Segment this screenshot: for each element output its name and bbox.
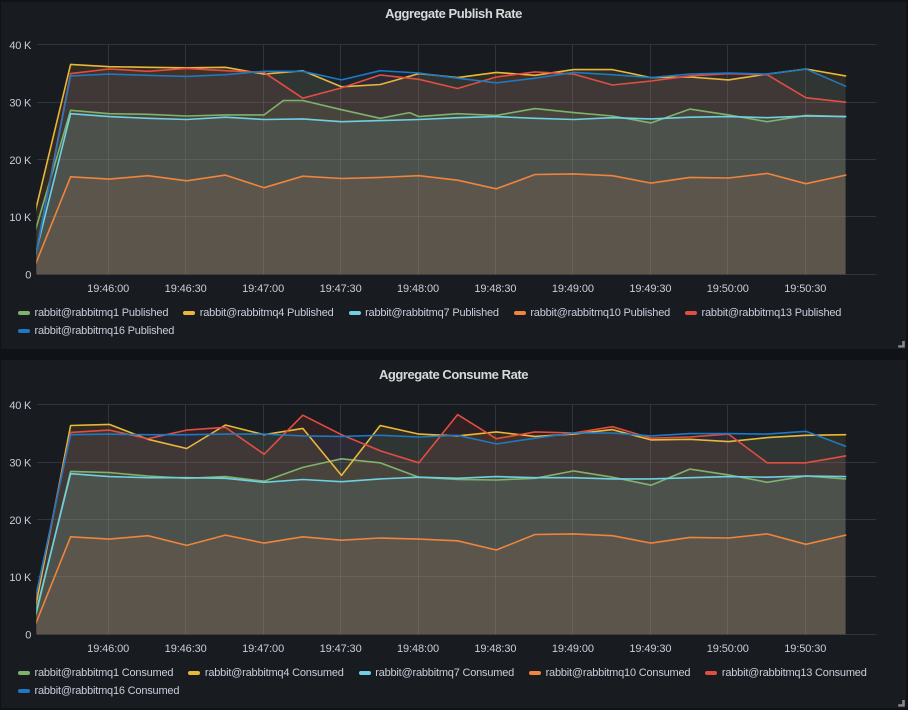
svg-text:19:50:00: 19:50:00 — [707, 643, 749, 655]
svg-text:19:46:30: 19:46:30 — [165, 283, 207, 295]
svg-text:19:47:00: 19:47:00 — [242, 643, 284, 655]
svg-text:19:49:30: 19:49:30 — [629, 643, 671, 655]
svg-text:20 K: 20 K — [9, 515, 32, 527]
svg-text:20 K: 20 K — [9, 155, 32, 167]
svg-text:19:50:30: 19:50:30 — [784, 283, 826, 295]
svg-text:0: 0 — [25, 630, 31, 642]
svg-text:19:48:00: 19:48:00 — [397, 643, 439, 655]
svg-text:30 K: 30 K — [9, 457, 32, 469]
svg-text:19:49:30: 19:49:30 — [629, 283, 671, 295]
svg-text:10 K: 10 K — [9, 212, 32, 224]
svg-text:19:48:30: 19:48:30 — [474, 643, 516, 655]
svg-text:19:49:00: 19:49:00 — [552, 643, 594, 655]
svg-text:40 K: 40 K — [9, 400, 32, 412]
svg-text:19:48:00: 19:48:00 — [397, 283, 439, 295]
svg-text:19:50:30: 19:50:30 — [784, 643, 826, 655]
svg-text:0: 0 — [25, 270, 31, 282]
svg-text:19:48:30: 19:48:30 — [474, 283, 516, 295]
svg-text:19:46:00: 19:46:00 — [87, 283, 129, 295]
svg-text:10 K: 10 K — [9, 572, 32, 584]
svg-text:30 K: 30 K — [9, 98, 32, 110]
svg-text:19:46:00: 19:46:00 — [87, 643, 129, 655]
svg-text:40 K: 40 K — [9, 40, 32, 52]
svg-text:19:47:30: 19:47:30 — [320, 643, 362, 655]
svg-text:19:47:30: 19:47:30 — [320, 283, 362, 295]
svg-text:19:49:00: 19:49:00 — [552, 283, 594, 295]
svg-text:19:46:30: 19:46:30 — [165, 643, 207, 655]
svg-text:19:47:00: 19:47:00 — [242, 283, 284, 295]
svg-text:19:50:00: 19:50:00 — [707, 283, 749, 295]
